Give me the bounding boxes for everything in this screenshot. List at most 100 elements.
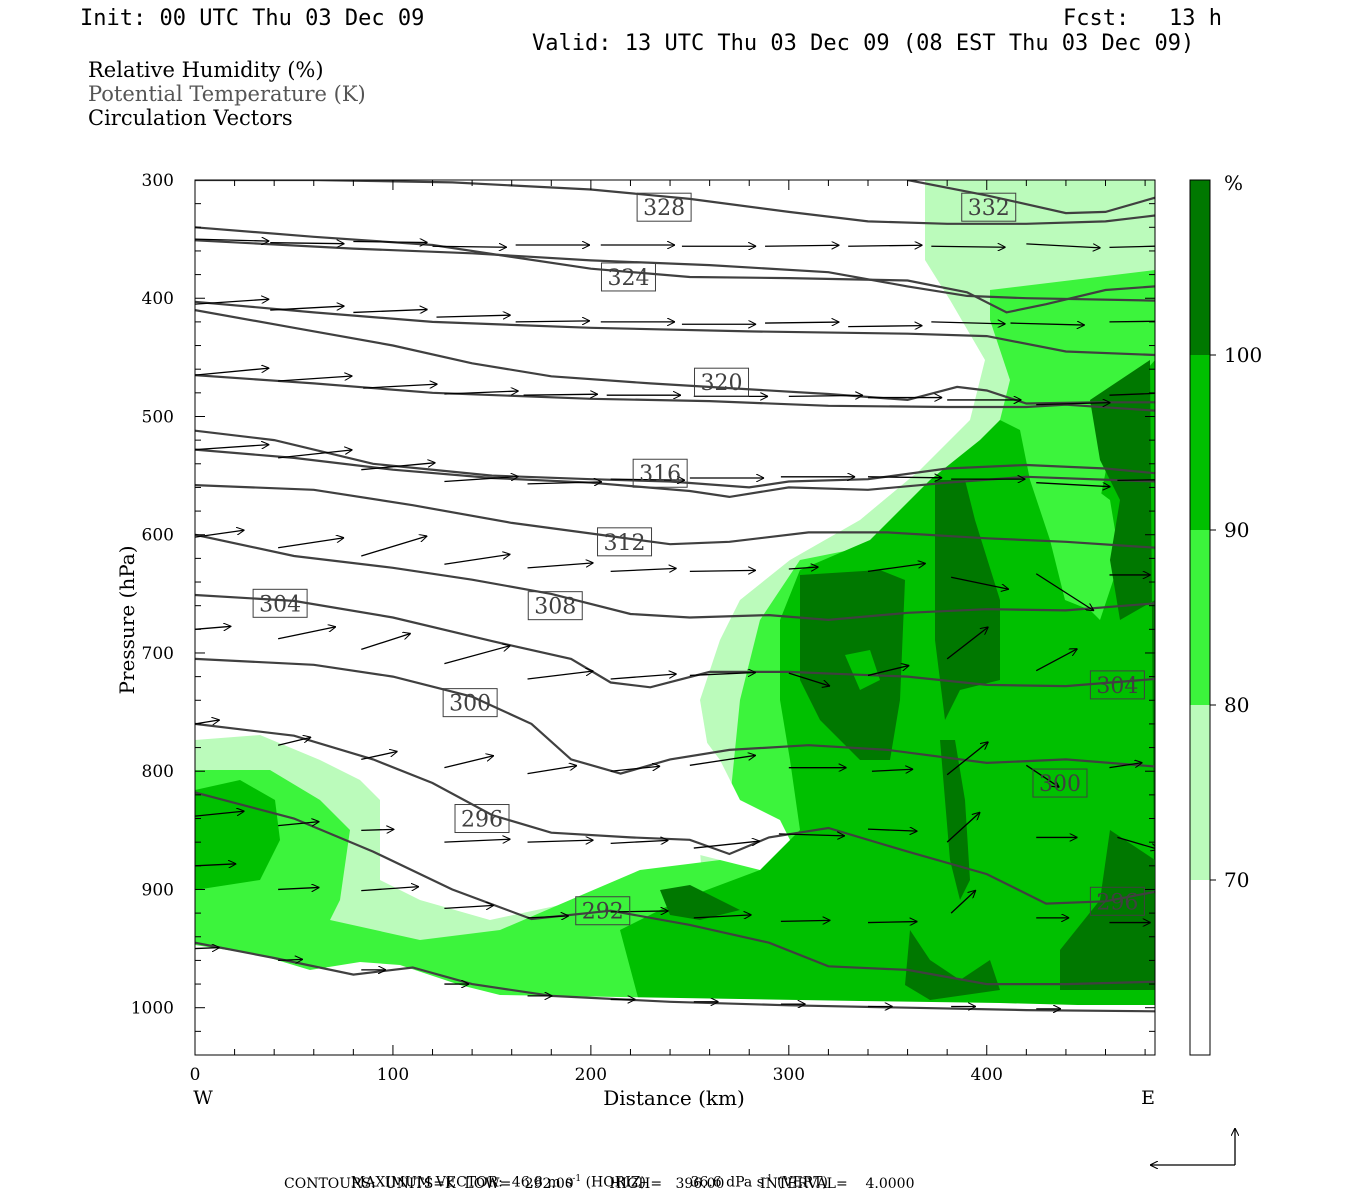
circulation-vectors [195, 239, 1155, 1009]
x-axis-label: Distance (km) [603, 1086, 745, 1110]
theta-label: 296 [1089, 886, 1145, 916]
horiz-exp: -1 [572, 1174, 582, 1184]
vector-arrow [361, 887, 419, 892]
vector-arrow [610, 568, 677, 571]
theta-contour-labels: 328 332 324 320 316 312 308 304 304 300 300 296 296 2… [252, 192, 1145, 926]
vector-arrow [277, 737, 311, 746]
vector-arrow [527, 671, 594, 680]
y-axis: 300 400 500 600 700 800 900 1000 [131, 171, 1155, 1056]
theta-line [195, 657, 1155, 775]
rh-100-f [940, 740, 970, 900]
y-tick-label: 900 [142, 880, 174, 900]
theta-line [195, 429, 1155, 489]
theta-line [195, 300, 1155, 357]
vector-arrow [689, 672, 756, 675]
vector-arrow [270, 243, 344, 244]
theta-label-box [1032, 768, 1088, 798]
vert-unit: dPa s [726, 1174, 764, 1191]
vector-arrow [867, 922, 918, 923]
rh-100-c [1060, 360, 1155, 1005]
vector-arrow [444, 839, 510, 842]
theta-label-text: 324 [607, 266, 649, 291]
y-tick-label: 1000 [131, 999, 174, 1019]
vector-arrow [278, 887, 319, 889]
vector-arrow [693, 841, 760, 849]
vector-arrow [195, 368, 269, 376]
theta-label-text: 312 [604, 531, 646, 556]
vector-arrow [1109, 320, 1155, 323]
vector-arrow [950, 576, 1009, 589]
vector-arrow [195, 530, 245, 538]
vector-arrow [1035, 573, 1094, 611]
theta-label-box [252, 588, 308, 618]
theta-label-text: 316 [639, 462, 681, 487]
vector-arrow [1025, 764, 1059, 787]
vector-arrow [867, 829, 918, 831]
theta-label: 316 [632, 458, 688, 488]
vector-arrow [195, 720, 220, 724]
vector-arrow [765, 245, 839, 246]
max-vector-line: MAXIMUM VECTOR: 46.8 m s-1 (HORIZ) 36.6 … [342, 1158, 828, 1191]
vector-arrow [693, 915, 752, 918]
vector-arrow [361, 751, 397, 761]
vector-arrow [1036, 482, 1110, 487]
colorbar-segment [1190, 180, 1210, 355]
vector-arrow [950, 890, 976, 914]
rh-90-hole [845, 650, 880, 690]
underground [195, 945, 1155, 1055]
rh-100-e [660, 885, 740, 920]
vert-value: 36.6 [690, 1174, 722, 1191]
vector-arrow [765, 322, 839, 323]
theta-line [195, 180, 1155, 225]
vector-arrow [195, 864, 236, 866]
theta-label: 332 [961, 192, 1017, 222]
vector-arrow [1036, 403, 1110, 405]
vector-arrow [195, 626, 231, 629]
theta-label: 304 [252, 588, 308, 618]
vector-arrow [353, 241, 427, 242]
colorbar-label: 80 [1224, 693, 1249, 717]
vector-arrow [946, 812, 980, 843]
vector-arrow [610, 479, 685, 480]
vector-arrow [527, 766, 578, 775]
theta-label-text: 300 [449, 692, 491, 717]
vector-arrow [527, 916, 569, 918]
colorbar-segment [1190, 530, 1210, 705]
vector-arrow [689, 570, 756, 571]
theta-label-text: 304 [1096, 674, 1138, 699]
horiz-tag: (HORIZ) [585, 1174, 646, 1191]
vector-arrow [278, 450, 352, 459]
theta-line [195, 484, 1155, 549]
vector-arrow [788, 567, 819, 569]
vector-arrow [871, 769, 913, 771]
colorbar-label: 100 [1224, 343, 1262, 367]
contours-info: CONTOURS: UNITS=K LOW= 292.00 HIGH= 396.… [284, 1176, 915, 1192]
theta-label-box [600, 262, 656, 292]
vector-arrow [867, 665, 909, 677]
theta-label-text: 296 [1096, 890, 1138, 915]
vector-arrow [867, 477, 942, 478]
rh-80-hole [1030, 470, 1120, 610]
vector-arrow [436, 315, 510, 317]
theta-label-box [442, 688, 498, 718]
y-tick-label: 400 [142, 289, 174, 309]
vector-arrow [515, 321, 590, 322]
x-tick-label: 100 [377, 1065, 409, 1085]
vert-exp: -1 [763, 1174, 773, 1184]
vector-arrow [527, 840, 594, 842]
vector-arrow [444, 554, 510, 565]
y-tick-label: 300 [142, 171, 174, 191]
vector-arrow [780, 920, 831, 921]
reference-vector-icon [1150, 1128, 1235, 1165]
theta-line [195, 226, 1155, 314]
vector-arrow [444, 477, 518, 483]
vector-arrow [527, 482, 602, 484]
max-vector-label: MAXIMUM VECTOR: [350, 1174, 503, 1191]
vector-arrow [444, 756, 494, 769]
vector-arrow [361, 633, 411, 651]
valid-time: Valid: 13 UTC Thu 03 Dec 09 (08 EST Thu … [532, 31, 1195, 56]
field-vectors-label: Circulation Vectors [88, 106, 293, 130]
vector-arrow [444, 646, 510, 665]
colorbar-unit: % [1224, 171, 1243, 195]
vector-arrow [363, 384, 437, 389]
